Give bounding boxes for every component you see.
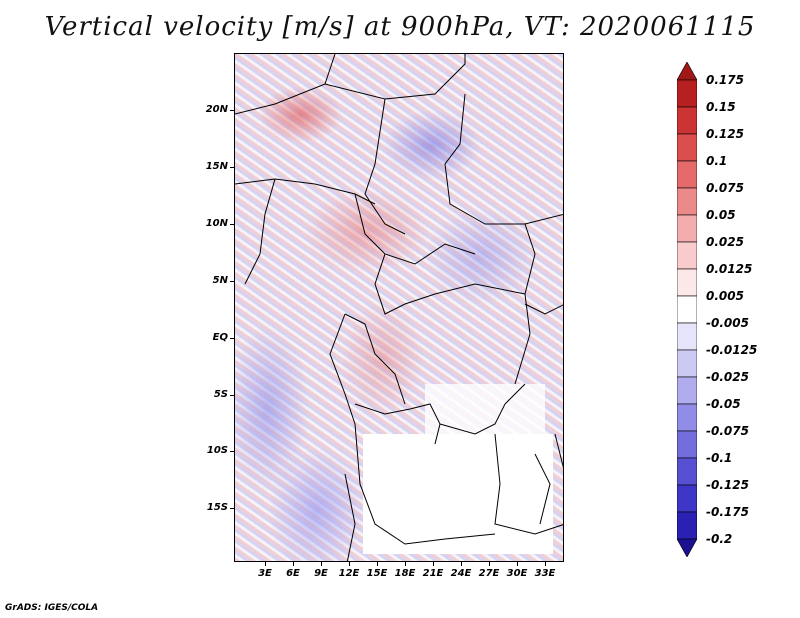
colorbar-label: -0.1: [706, 451, 733, 465]
colorbar-label: 0.005: [706, 289, 744, 303]
lon-tick: [293, 562, 294, 566]
colorbar-label: 0.0125: [706, 262, 753, 276]
lon-label: 9E: [314, 568, 328, 579]
lon-tick: [433, 562, 434, 566]
lon-tick: [265, 562, 266, 566]
colorbar-segment: [677, 241, 697, 270]
lon-tick: [377, 562, 378, 566]
colorbar-label: -0.0125: [706, 343, 758, 357]
lon-label: 33E: [534, 568, 556, 579]
colorbar-segment: [677, 538, 697, 557]
lat-tick: [230, 281, 234, 282]
colorbar-label: -0.175: [706, 505, 749, 519]
weak-signal-zone: [363, 434, 553, 554]
lon-tick: [489, 562, 490, 566]
lon-label: 27E: [478, 568, 500, 579]
lat-tick: [230, 167, 234, 168]
colorbar-segment: [677, 403, 697, 432]
colorbar-segment: [677, 376, 697, 405]
colorbar-segment: [677, 79, 697, 108]
map-plot-area: [234, 53, 564, 562]
colorbar-label: -0.075: [706, 424, 749, 438]
lon-tick: [405, 562, 406, 566]
colorbar-segment: [677, 430, 697, 459]
lat-tick: [230, 508, 234, 509]
lon-label: 21E: [422, 568, 444, 579]
lon-tick: [461, 562, 462, 566]
weak-signal-zone: [425, 384, 545, 444]
lat-label: 20N: [205, 104, 228, 115]
map-title: Vertical velocity [m/s] at 900hPa, VT: 2…: [44, 12, 756, 42]
lon-label: 30E: [506, 568, 528, 579]
lon-label: 3E: [258, 568, 272, 579]
lon-tick: [517, 562, 518, 566]
colorbar-label: -0.025: [706, 370, 749, 384]
colorbar-label: 0.175: [706, 73, 744, 87]
colorbar-segment: [677, 160, 697, 189]
lon-tick: [321, 562, 322, 566]
lon-tick: [349, 562, 350, 566]
colorbar-label: -0.005: [706, 316, 749, 330]
lat-tick: [230, 338, 234, 339]
colorbar-label: 0.125: [706, 127, 744, 141]
country-borders: [235, 54, 563, 561]
colorbar-segment: [677, 511, 697, 540]
colorbar-segment: [677, 349, 697, 378]
colorbar-segment: [677, 214, 697, 243]
lon-label: 18E: [394, 568, 416, 579]
lat-label: 5N: [212, 275, 228, 286]
lon-label: 15E: [366, 568, 388, 579]
colorbar-segment: [677, 106, 697, 135]
lat-label: EQ: [212, 332, 228, 343]
colorbar-segment: [677, 133, 697, 162]
lat-label: 10S: [206, 445, 228, 456]
colorbar-segment: [677, 268, 697, 297]
colorbar-segment: [677, 187, 697, 216]
colorbar-segment: [677, 484, 697, 513]
lat-label: 10N: [205, 218, 228, 229]
colorbar-label: 0.025: [706, 235, 744, 249]
lat-tick: [230, 224, 234, 225]
lon-tick: [545, 562, 546, 566]
colorbar-label: 0.05: [706, 208, 736, 222]
lat-label: 15N: [205, 161, 228, 172]
lat-tick: [230, 451, 234, 452]
colorbar-label: 0.15: [706, 100, 736, 114]
colorbar-label: 0.075: [706, 181, 744, 195]
colorbar-segment: [677, 457, 697, 486]
colorbar-label: -0.05: [706, 397, 741, 411]
colorbar: [677, 62, 697, 557]
colorbar-label: -0.2: [706, 532, 733, 546]
lat-tick: [230, 110, 234, 111]
credit-text: GrADS: IGES/COLA: [5, 603, 99, 613]
lon-label: 24E: [450, 568, 472, 579]
colorbar-segment: [677, 62, 697, 81]
colorbar-label: 0.1: [706, 154, 728, 168]
colorbar-segment: [677, 295, 697, 324]
colorbar-label: -0.125: [706, 478, 749, 492]
lat-label: 15S: [206, 502, 228, 513]
lon-label: 6E: [286, 568, 300, 579]
lat-label: 5S: [213, 389, 228, 400]
colorbar-segment: [677, 322, 697, 351]
lat-tick: [230, 395, 234, 396]
lon-label: 12E: [338, 568, 360, 579]
